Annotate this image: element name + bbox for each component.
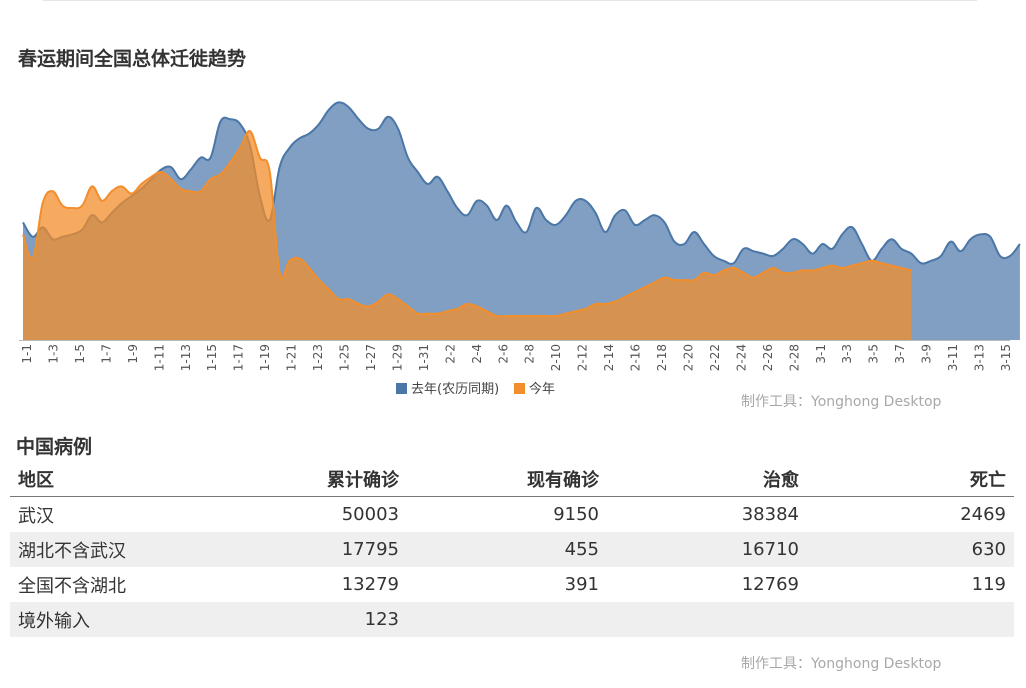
cell-cured: 16710 (607, 532, 807, 567)
table-row: 湖北不含武汉 17795 455 16710 630 (10, 532, 1014, 567)
x-tick-label: 1-29 (390, 344, 404, 371)
legend: 去年(农历同期) 今年 (396, 381, 555, 397)
cell-deaths: 119 (971, 574, 1006, 595)
x-tick-label: 3-5 (867, 344, 881, 364)
cell-region: 全国不含湖北 (18, 575, 126, 597)
x-tick-label: 2-8 (523, 344, 537, 364)
cell-cumulative: 13279 (341, 574, 399, 595)
table-row: 境外输入 123 (10, 602, 1014, 637)
migration-trend-chart: 1-1 1-3 1-5 1-7 1-9 1-11 1-13 1-15 1-17 1-19 1-21 1… (19, 101, 1021, 397)
x-tick-label: 1-31 (417, 344, 431, 371)
cell-cumulative: 123 (207, 602, 407, 637)
cell-region: 武汉 (18, 505, 54, 527)
cell-deaths (807, 602, 1014, 637)
cell-current: 9150 (553, 504, 599, 525)
x-tick-label: 3-7 (893, 344, 907, 364)
x-tick-label: 2-20 (682, 344, 696, 371)
cell-deaths: 2469 (960, 504, 1006, 525)
x-tick-label: 3-11 (946, 344, 960, 371)
table-watermark: 制作工具：Yonghong Desktop (741, 656, 942, 672)
x-tick-label: 2-18 (655, 344, 669, 371)
x-tick-label: 3-9 (920, 344, 934, 364)
x-tick-label: 2-10 (549, 344, 563, 371)
x-tick-label: 1-1 (20, 344, 34, 364)
cases-table: 地区 累计确诊 现有确诊 治愈 死亡 武汉 50003 9150 38384 2… (10, 462, 1014, 637)
cell-region: 境外输入 (10, 602, 207, 637)
x-tick-label: 1-7 (99, 344, 113, 364)
x-tick-label: 2-16 (629, 344, 643, 371)
x-tick-label: 3-15 (999, 344, 1013, 371)
x-tick-label: 2-12 (576, 344, 590, 371)
cell-cured: 12769 (741, 574, 799, 595)
x-tick-label: 1-13 (179, 344, 193, 371)
column-header-region[interactable]: 地区 (10, 462, 207, 497)
x-tick-label: 2-14 (602, 344, 616, 371)
x-tick-label: 1-11 (152, 344, 166, 371)
x-tick-label: 3-13 (973, 344, 987, 371)
x-tick-label: 2-26 (761, 344, 775, 371)
column-header-deaths[interactable]: 死亡 (807, 462, 1014, 497)
x-tick-label: 2-2 (443, 344, 457, 364)
legend-label-last-year[interactable]: 去年(农历同期) (411, 382, 499, 397)
cell-deaths: 630 (807, 532, 1014, 567)
series-line-last-year (22, 101, 1021, 265)
plot-area (22, 101, 1021, 340)
chart-watermark: 制作工具：Yonghong Desktop (741, 394, 942, 410)
legend-swatch-this-year[interactable] (514, 383, 525, 394)
x-tick-label: 2-4 (470, 344, 484, 364)
x-axis: 1-1 1-3 1-5 1-7 1-9 1-11 1-13 1-15 1-17 1-19 1-21 1… (19, 340, 1013, 371)
legend-label-this-year[interactable]: 今年 (529, 381, 555, 397)
table-header-row: 地区 累计确诊 现有确诊 治愈 死亡 (10, 462, 1014, 497)
chart-title: 春运期间全国总体迁徙趋势 (18, 48, 247, 70)
column-header-cured[interactable]: 治愈 (607, 462, 807, 497)
x-tick-label: 3-1 (814, 344, 828, 364)
x-tick-label: 2-6 (496, 344, 510, 364)
x-tick-label: 1-23 (311, 344, 325, 371)
x-tick-label: 1-19 (258, 344, 272, 371)
cell-current: 455 (407, 532, 607, 567)
x-tick-label: 2-24 (734, 344, 748, 371)
cell-region: 湖北不含武汉 (10, 532, 207, 567)
series-area-this-year (23, 131, 912, 340)
top-divider (43, 0, 977, 1)
cell-current: 391 (564, 574, 599, 595)
cell-current (407, 602, 607, 637)
x-tick-label: 1-21 (285, 344, 299, 371)
x-tick-label: 1-17 (232, 344, 246, 371)
x-tick-label: 3-3 (840, 344, 854, 364)
x-tick-label: 1-27 (364, 344, 378, 371)
column-header-cumulative[interactable]: 累计确诊 (207, 462, 407, 497)
cell-cumulative: 50003 (341, 504, 399, 525)
cases-section-title: 中国病例 (16, 436, 93, 458)
legend-swatch-last-year[interactable] (396, 383, 407, 394)
cell-cured: 38384 (741, 504, 799, 525)
cell-cumulative: 17795 (207, 532, 407, 567)
x-tick-label: 1-5 (73, 344, 87, 364)
x-tick-label: 2-22 (708, 344, 722, 371)
x-tick-label: 2-28 (787, 344, 801, 371)
table-row: 武汉 50003 9150 38384 2469 (10, 497, 1014, 533)
series-line-this-year (22, 130, 912, 318)
column-header-current[interactable]: 现有确诊 (407, 462, 607, 497)
cell-cured (607, 602, 807, 637)
x-tick-label: 1-15 (205, 344, 219, 371)
x-tick-label: 1-3 (47, 344, 61, 364)
x-tick-label: 1-25 (338, 344, 352, 371)
table-row: 全国不含湖北 13279 391 12769 119 (10, 567, 1014, 602)
x-tick-label: 1-9 (126, 344, 140, 364)
